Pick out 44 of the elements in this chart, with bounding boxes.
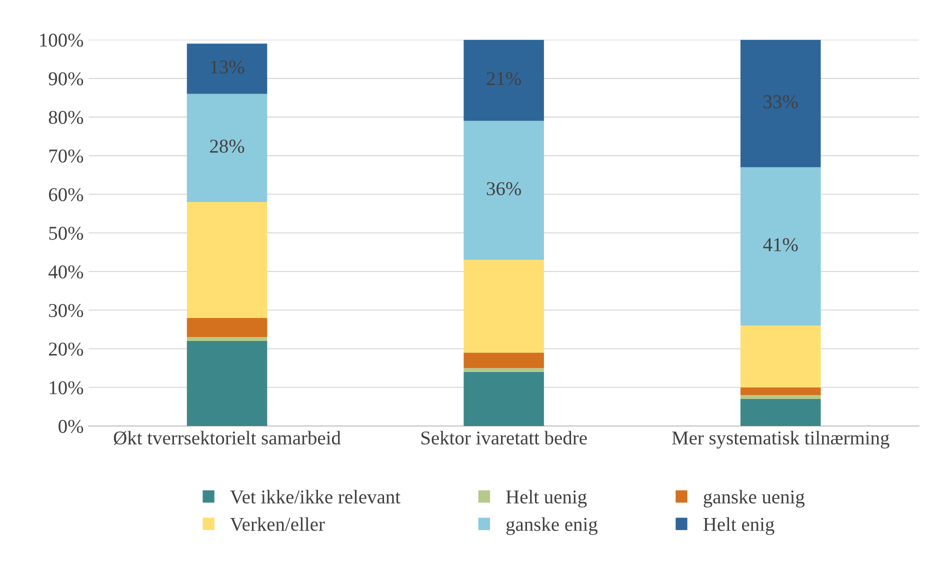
bar <box>740 167 821 326</box>
data-label: 13% <box>210 60 244 74</box>
bar <box>740 326 821 388</box>
y-tick-label: 30% <box>49 304 84 318</box>
legend-label: ganske uenig <box>704 490 805 508</box>
y-tick-label: 90% <box>48 72 84 86</box>
bar <box>186 94 268 202</box>
data-label: 28% <box>210 140 244 153</box>
x-tick-label: Sektor ivaretatt bedre <box>421 430 587 445</box>
bar <box>186 202 268 318</box>
y-tick-label: 60% <box>48 188 84 202</box>
bar <box>740 395 821 399</box>
x-tick-label: Økt tverrsektorielt samarbeid <box>114 430 341 445</box>
data-label: 41% <box>763 238 798 252</box>
bar <box>464 40 544 121</box>
data-label: 33% <box>764 95 798 108</box>
bar <box>464 372 544 426</box>
bar <box>464 352 544 368</box>
bar <box>464 260 544 353</box>
bar <box>464 368 544 372</box>
legend-label: Verken/eller <box>230 517 325 531</box>
bar <box>186 44 268 94</box>
legend-label: Helt enig <box>703 517 774 535</box>
y-tick-label: 50% <box>49 226 84 240</box>
legend-label: ganske enig <box>506 517 598 535</box>
y-tick-label: 80% <box>48 110 84 124</box>
data-label: 21% <box>486 72 521 86</box>
y-tick-label: 100% <box>40 34 84 47</box>
legend-label: Vet ikke/ikke relevant <box>230 490 400 504</box>
y-tick-label: 20% <box>48 342 84 356</box>
bar <box>186 337 268 342</box>
x-tick-label: Mer systematisk tilnærming <box>672 430 890 449</box>
data-label: 36% <box>486 182 521 196</box>
bar <box>464 120 544 260</box>
bar <box>186 341 268 426</box>
bar <box>740 387 821 396</box>
bar <box>740 40 821 168</box>
y-tick-label: 70% <box>49 149 84 163</box>
y-tick-label: 0% <box>58 420 84 433</box>
bar <box>186 318 268 338</box>
legend-label: Helt uenig <box>506 490 587 508</box>
y-tick-label: 10% <box>50 381 84 394</box>
bar <box>740 398 821 426</box>
y-tick-label: 40% <box>48 265 84 279</box>
